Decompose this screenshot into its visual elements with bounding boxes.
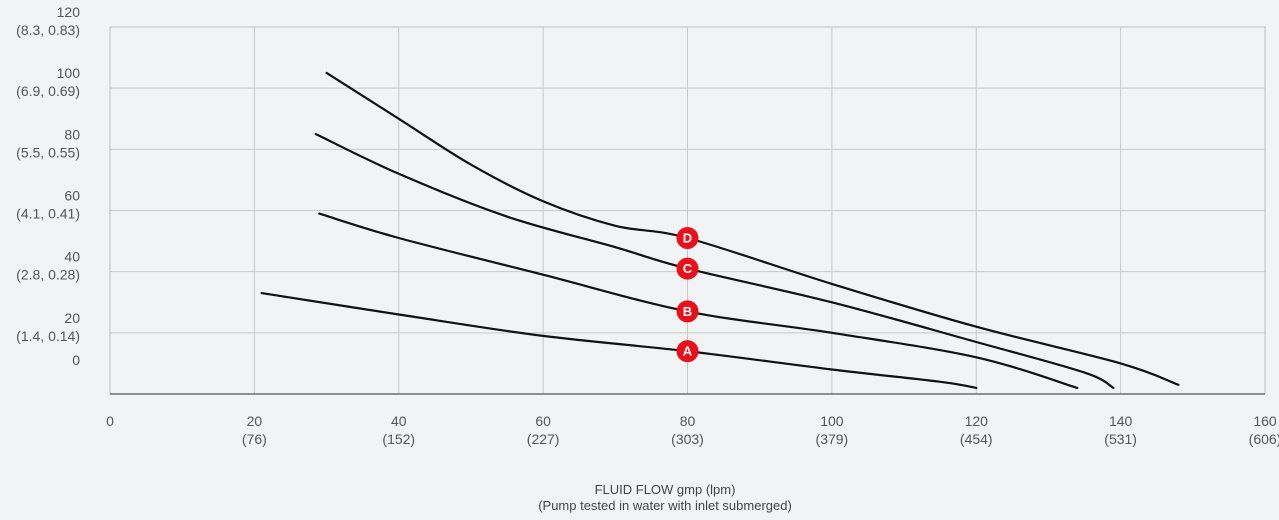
- series-line-c: [314, 132, 1115, 389]
- x-tick-sublabel: (227): [527, 431, 560, 447]
- y-tick-label: 0: [72, 352, 80, 368]
- series-badge-label: C: [683, 261, 693, 276]
- x-tick-label: 140: [1109, 413, 1133, 429]
- series-badge-label: B: [683, 304, 692, 319]
- y-tick-sublabel: (4.1, 0.41): [16, 206, 80, 222]
- y-axis-ticks: 0 20 (1.4, 0.14) 40 (2.8, 0.28) 60 (4.1, 0.41)…: [16, 4, 80, 368]
- x-tick-sublabel: (531): [1104, 431, 1137, 447]
- y-tick-sublabel: (5.5, 0.55): [16, 144, 80, 160]
- series-badge-d: [676, 227, 699, 250]
- x-tick-label: 20: [247, 413, 263, 429]
- series-badge-label: A: [683, 344, 693, 359]
- x-axis-label-note: (Pump tested in water with inlet submerg…: [538, 498, 792, 513]
- series-labels: A B CD: [676, 227, 699, 363]
- x-tick-label: 0: [106, 413, 114, 429]
- x-tick-sublabel: (454): [960, 431, 993, 447]
- y-tick-label: 60: [64, 188, 80, 204]
- series-line-a: [260, 292, 978, 389]
- y-tick-label: 40: [64, 249, 80, 265]
- y-tick-sublabel: (1.4, 0.14): [16, 328, 80, 344]
- x-tick-sublabel: (76): [242, 431, 267, 447]
- x-tick-sublabel: (303): [671, 431, 704, 447]
- series-badge-c: [676, 257, 699, 280]
- chart-grid: [109, 26, 1266, 395]
- series-badge-a: [676, 340, 699, 363]
- y-tick-sublabel: (8.3, 0.83): [16, 22, 80, 38]
- series-badge-b: [676, 300, 699, 323]
- x-tick-sublabel: (379): [816, 431, 849, 447]
- x-tick-sublabel: (152): [382, 431, 415, 447]
- y-tick-label: 80: [64, 126, 80, 142]
- x-tick-label: 60: [535, 413, 551, 429]
- y-tick-sublabel: (6.9, 0.69): [16, 83, 80, 99]
- y-tick-label: 120: [57, 4, 81, 20]
- x-tick-label: 40: [391, 413, 407, 429]
- x-tick-label: 100: [820, 413, 844, 429]
- x-axis-label: FLUID FLOW gmp (lpm): [595, 482, 736, 497]
- y-tick-sublabel: (2.8, 0.28): [16, 267, 80, 283]
- y-tick-label: 20: [64, 310, 80, 326]
- y-tick-label: 100: [57, 65, 81, 81]
- x-tick-label: 160: [1253, 413, 1277, 429]
- x-tick-sublabel: (606): [1249, 431, 1279, 447]
- x-tick-label: 80: [680, 413, 696, 429]
- x-axis-ticks: 0 20 (76) 40 (152) 60 (227) 80 (303) 100 (379) 120 (…: [106, 413, 1279, 447]
- x-tick-label: 120: [965, 413, 989, 429]
- series-line-d: [325, 71, 1180, 386]
- series-badge-label: D: [683, 231, 692, 246]
